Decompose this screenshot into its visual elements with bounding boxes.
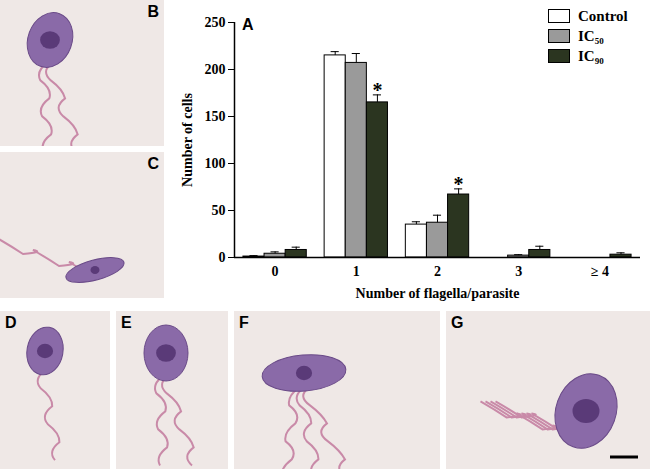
- svg-text:150: 150: [205, 109, 226, 124]
- svg-text:*: *: [454, 173, 464, 195]
- html-text:Control: Control: [578, 7, 628, 24]
- svg-text:100: 100: [205, 156, 226, 171]
- html-text:B: B: [147, 3, 159, 20]
- svg-text:0: 0: [272, 264, 279, 279]
- svg-text:Number of cells: Number of cells: [180, 93, 195, 187]
- svg-text:Number of flagella/parasite: Number of flagella/parasite: [356, 286, 520, 301]
- svg-text:2: 2: [434, 264, 441, 279]
- svg-text:1: 1: [353, 264, 360, 279]
- html-text:F: F: [239, 314, 249, 331]
- svg-text:*: *: [372, 79, 382, 101]
- html-text:IC₉₀: IC₉₀: [578, 47, 604, 64]
- html-text:IC₅₀: IC₅₀: [578, 27, 604, 44]
- html-text:G: G: [451, 314, 464, 331]
- html-text:A: A: [242, 16, 254, 33]
- html-text:D: D: [5, 314, 17, 331]
- svg-text:0: 0: [219, 250, 226, 265]
- html-text:E: E: [121, 314, 132, 331]
- html-text:C: C: [147, 155, 159, 172]
- svg-text:3: 3: [515, 264, 522, 279]
- svg-text:250: 250: [205, 15, 226, 30]
- svg-text:200: 200: [205, 62, 226, 77]
- svg-text:50: 50: [212, 203, 226, 218]
- svg-text:≥ 4: ≥ 4: [591, 264, 609, 279]
